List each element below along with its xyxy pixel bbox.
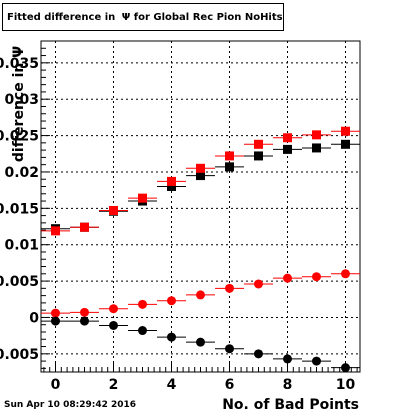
data-point-square (167, 181, 176, 191)
data-point-square (225, 162, 234, 172)
data-point-square (254, 139, 263, 149)
data-point-circle (341, 363, 350, 373)
series-3 (41, 316, 360, 373)
data-point-circle (51, 316, 60, 326)
data-point-circle (196, 337, 205, 347)
x-tick-label: 8 (283, 377, 293, 393)
data-point-square (196, 171, 205, 181)
y-tick-label: 0.025 (0, 129, 39, 145)
y-tick-label: 0.005 (0, 347, 39, 363)
y-tick-label: 0 (29, 310, 39, 326)
x-tick-label: 0 (51, 377, 61, 393)
chart-title: Fitted difference in Ψ for Global Rec Pi… (7, 12, 283, 23)
tick-layer: 0 2 4 6 8 10 0.005 0 0.005 0.01 0.015 0.02 0.025 0.03… (0, 56, 355, 393)
data-point-circle (196, 290, 205, 300)
data-point-square (138, 193, 147, 203)
data-point-circle (254, 349, 263, 359)
data-point-circle (167, 332, 176, 342)
x-tick-label: 6 (225, 377, 235, 393)
y-tick-label: 0.02 (4, 165, 39, 181)
x-tick-label: 10 (336, 377, 356, 393)
series-2 (41, 269, 360, 318)
data-point-circle (167, 296, 176, 306)
x-axis-title: No. of Bad Points (222, 397, 359, 413)
y-tick-label: 0.015 (0, 201, 39, 217)
data-point-circle (254, 279, 263, 289)
data-point-circle (109, 304, 118, 314)
grid-layer (41, 41, 360, 372)
timestamp: Sun Apr 10 08:29:42 2016 (4, 400, 137, 410)
data-point-square (225, 151, 234, 161)
y-tick-label: 0.01 (4, 238, 39, 254)
data-point-circle (109, 320, 118, 330)
series-layer (41, 126, 360, 373)
data-point-circle (312, 272, 321, 282)
chart-title-symbol: Ψ (121, 12, 131, 23)
data-point-square (341, 126, 350, 136)
chart-title-rest: for Global Rec Pion NoHits (133, 12, 283, 23)
data-point-circle (80, 316, 89, 326)
y-axis-title: difference in Ψ (11, 46, 27, 162)
chart-title-main: Fitted difference in (7, 12, 116, 23)
y-tick-label: 0.005 (0, 274, 39, 290)
data-point-circle (225, 283, 234, 293)
data-point-circle (80, 307, 89, 317)
data-point-square (283, 133, 292, 143)
data-point-square (312, 130, 321, 140)
chart-title-box: Fitted difference in Ψ for Global Rec Pi… (2, 3, 284, 31)
data-point-square (80, 222, 89, 232)
data-point-square (196, 163, 205, 173)
data-point-circle (283, 354, 292, 364)
data-point-circle (341, 269, 350, 279)
y-tick-label: 0.035 (0, 56, 39, 72)
data-point-square (109, 206, 118, 216)
series-1 (41, 126, 360, 236)
x-tick-label: 2 (109, 377, 119, 393)
data-point-square (312, 143, 321, 153)
data-point-square (283, 144, 292, 154)
plot-frame (40, 40, 361, 373)
data-point-square (167, 176, 176, 186)
data-point-circle (312, 356, 321, 366)
x-tick-label: 4 (167, 377, 177, 393)
series-0 (41, 139, 360, 234)
data-point-square (341, 139, 350, 149)
data-point-circle (283, 273, 292, 283)
data-point-circle (51, 308, 60, 318)
y-tick-label: 0.03 (4, 92, 39, 108)
frame-layer (40, 40, 361, 373)
data-point-circle (225, 344, 234, 354)
data-point-square (254, 151, 263, 161)
data-point-square (51, 226, 60, 236)
data-point-circle (138, 299, 147, 309)
data-point-circle (138, 326, 147, 336)
